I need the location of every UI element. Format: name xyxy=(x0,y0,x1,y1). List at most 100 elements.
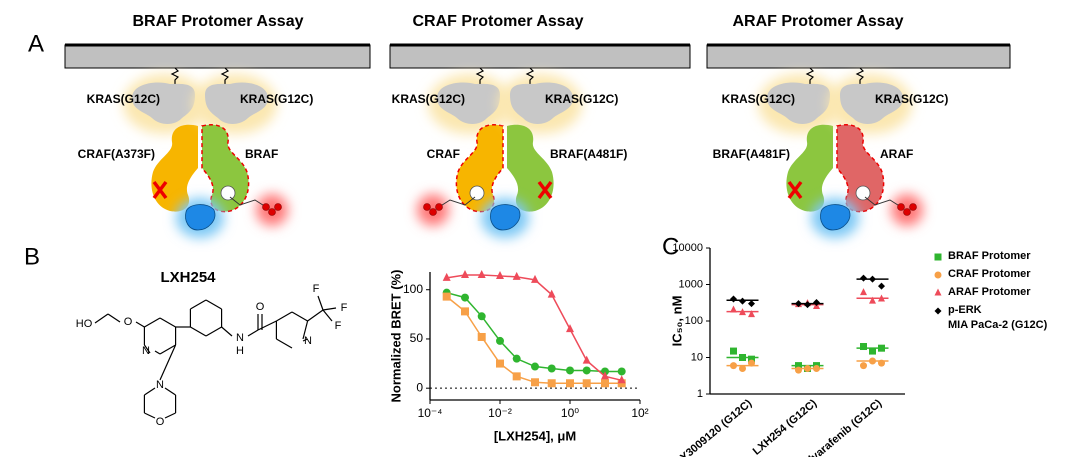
data-point xyxy=(878,294,885,302)
panel-label: A xyxy=(28,30,44,57)
bond xyxy=(190,299,207,310)
kras xyxy=(205,82,268,124)
atom-label: O xyxy=(156,416,165,428)
protomer xyxy=(786,124,833,212)
x-tick-label: 10² xyxy=(631,406,648,420)
data-point xyxy=(531,378,539,387)
data-point xyxy=(804,301,811,309)
data-point xyxy=(496,336,504,345)
compound-name: LXH254 xyxy=(160,269,216,286)
bond xyxy=(144,387,156,396)
x-tick-label: 10⁻⁴ xyxy=(418,406,443,420)
data-point xyxy=(795,362,802,370)
x-tick-label: LY3009120 (G12C) xyxy=(674,397,755,457)
legend-entry: CRAF Protomer xyxy=(948,268,1031,280)
data-point xyxy=(730,305,737,313)
atom-label: O xyxy=(256,301,265,313)
data-point xyxy=(601,371,609,380)
kras-label: KRAS(G12C) xyxy=(87,92,160,106)
bond xyxy=(143,344,151,354)
data-point xyxy=(477,332,486,341)
data-point xyxy=(795,366,802,374)
kras xyxy=(132,82,195,124)
kras-linker xyxy=(805,67,815,86)
reporter-pocket xyxy=(220,185,236,201)
atom-label: HO xyxy=(76,318,93,330)
reporter xyxy=(903,208,911,216)
kras-linker xyxy=(475,67,485,86)
series-line xyxy=(446,291,622,373)
reporter-linker xyxy=(864,196,902,208)
reporter-linker xyxy=(438,196,476,208)
bond xyxy=(94,313,109,324)
data-point xyxy=(496,270,504,279)
kras xyxy=(767,82,830,124)
data-point xyxy=(748,300,755,308)
data-point xyxy=(878,359,885,367)
inactive-x xyxy=(787,180,803,200)
kras xyxy=(840,82,903,124)
data-point xyxy=(869,296,876,304)
data-point xyxy=(461,269,469,278)
data-point xyxy=(582,366,591,375)
panel-label: B xyxy=(24,243,40,270)
reporter xyxy=(262,203,270,211)
data-point xyxy=(739,354,746,361)
reporter xyxy=(435,203,443,211)
data-point xyxy=(804,364,811,372)
data-point xyxy=(730,362,737,370)
data-point xyxy=(860,288,867,296)
kras-linker xyxy=(525,67,535,86)
reporter xyxy=(429,208,437,216)
nanoluc xyxy=(185,204,216,231)
bond xyxy=(159,344,176,355)
kras-linker xyxy=(855,67,865,86)
data-point xyxy=(748,359,755,367)
kras xyxy=(510,82,573,124)
y-tick-label: 10 xyxy=(691,351,703,363)
kras-label: KRAS(G12C) xyxy=(722,92,795,106)
data-point xyxy=(512,271,521,280)
y-axis-label: IC₅₀, nM xyxy=(669,296,684,347)
data-point xyxy=(461,307,469,316)
data-point xyxy=(512,354,521,363)
bond xyxy=(159,317,176,328)
bond xyxy=(276,338,293,349)
y-tick-label: 100 xyxy=(685,315,703,327)
data-point xyxy=(878,344,885,352)
protomer xyxy=(836,124,885,213)
reporter-linker xyxy=(229,196,267,208)
bond xyxy=(302,320,309,340)
data-point xyxy=(730,295,737,303)
atom-label: F xyxy=(341,302,348,314)
data-point xyxy=(582,355,591,364)
data-point xyxy=(860,343,867,351)
protomer-label: CRAF(A373F) xyxy=(78,147,155,161)
data-point xyxy=(878,282,885,290)
reporter-pocket xyxy=(855,185,871,201)
data-point xyxy=(461,293,469,302)
protomer-label: BRAF xyxy=(245,147,278,161)
assay-title: ARAF Protomer Assay xyxy=(732,13,903,30)
protomer-label: BRAF(A481F) xyxy=(713,147,790,161)
membrane xyxy=(389,44,691,69)
data-point xyxy=(739,364,746,372)
bond xyxy=(302,338,308,342)
legend-entry: BRAF Protomer xyxy=(948,250,1031,262)
kras-label: KRAS(G12C) xyxy=(875,92,948,106)
y-tick-label: 100 xyxy=(403,282,423,296)
reporter xyxy=(909,203,917,211)
nanoluc xyxy=(490,204,521,231)
bond xyxy=(164,412,176,419)
protomer-label: BRAF(A481F) xyxy=(550,147,627,161)
inactive-x xyxy=(152,180,168,200)
data-point xyxy=(566,324,574,333)
reporter xyxy=(268,208,276,216)
atom-label: F xyxy=(335,320,342,332)
legend-entry: ARAF Protomer xyxy=(948,286,1031,298)
bond xyxy=(144,412,156,419)
data-point xyxy=(566,379,574,388)
x-tick-label: 10⁻² xyxy=(488,406,512,420)
